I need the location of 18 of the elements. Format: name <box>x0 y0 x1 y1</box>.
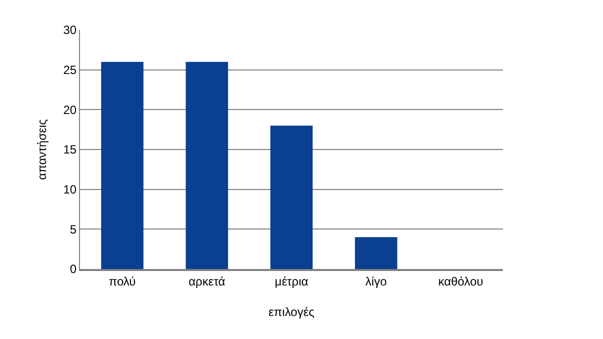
x-tick-label: πολύ <box>108 274 136 288</box>
x-tick-label: αρκετά <box>188 274 226 288</box>
x-tick-label: λίγο <box>365 274 388 288</box>
bar <box>270 126 313 269</box>
y-tick-label: 20 <box>63 102 77 117</box>
y-tick-label: 30 <box>63 23 77 38</box>
x-tick-label: μέτρια <box>274 274 308 288</box>
y-tick-label: 15 <box>63 142 77 157</box>
y-axis-title: απαντήσεις <box>35 118 49 180</box>
y-tick-label: 25 <box>63 63 77 78</box>
x-axis-title: επιλογές <box>268 305 315 319</box>
x-tick-label: καθόλου <box>438 274 484 288</box>
bar <box>354 237 398 269</box>
bar <box>101 62 144 269</box>
bar <box>186 62 228 269</box>
y-tick-label: 10 <box>63 182 77 197</box>
y-tick-label: 0 <box>70 262 77 276</box>
y-tick-label: 5 <box>70 222 77 236</box>
